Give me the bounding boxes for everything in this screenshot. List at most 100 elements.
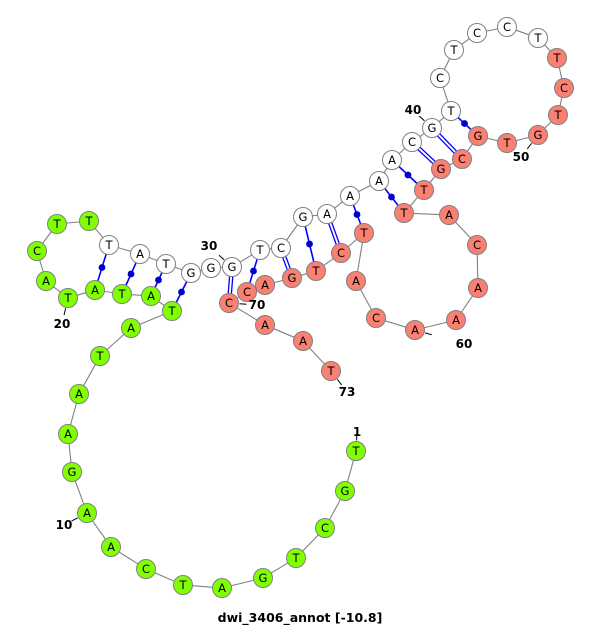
nucleotide-node[interactable]: T xyxy=(173,575,193,595)
backbone-link xyxy=(239,254,253,263)
nucleotide-node[interactable]: A xyxy=(77,503,97,523)
base-pair-line xyxy=(328,223,337,245)
nucleotide-node[interactable]: A xyxy=(317,204,337,224)
nucleotide-node[interactable]: A xyxy=(340,186,360,206)
base-pair-dot xyxy=(353,211,361,218)
base-pair-dot xyxy=(178,288,185,296)
backbone-link xyxy=(558,67,563,79)
nucleotide-node[interactable]: A xyxy=(346,271,366,291)
nucleotide-node[interactable]: A xyxy=(255,275,275,295)
nucleotide-node[interactable]: G xyxy=(201,258,221,278)
nucleotide-node[interactable]: T xyxy=(548,105,568,125)
nucleotide-node[interactable]: C xyxy=(136,559,156,579)
backbone-link xyxy=(154,572,175,582)
nucleotide-node[interactable]: T xyxy=(58,288,78,308)
nucleotide-node[interactable]: A xyxy=(69,384,89,404)
nucleotide-node[interactable]: A xyxy=(405,320,425,340)
nucleotide-letter: T xyxy=(84,214,93,228)
nucleotide-node[interactable]: A xyxy=(369,171,389,191)
backbone-link xyxy=(83,364,96,386)
nucleotide-node[interactable]: C xyxy=(554,78,574,98)
nucleotide-node[interactable]: T xyxy=(354,223,374,243)
backbone-link xyxy=(487,137,498,142)
nucleotide-node[interactable]: C xyxy=(219,293,239,313)
nucleotide-circle xyxy=(282,268,302,288)
nucleotide-node[interactable]: T xyxy=(250,240,270,260)
nucleotide-node[interactable]: C xyxy=(430,68,450,88)
nucleotide-circle xyxy=(27,241,47,261)
nucleotide-node[interactable]: A xyxy=(141,286,161,306)
nucleotide-node[interactable]: G xyxy=(528,125,548,145)
nucleotide-node[interactable]: T xyxy=(547,48,567,68)
nucleotide-node[interactable]: C xyxy=(331,243,351,263)
backbone-link xyxy=(424,321,447,329)
nucleotide-node[interactable]: A xyxy=(101,537,121,557)
backbone-link xyxy=(461,38,470,45)
nucleotide-circle xyxy=(394,203,414,223)
nucleotide-circle xyxy=(201,258,221,278)
nucleotide-node[interactable]: T xyxy=(444,40,464,60)
nucleotide-circle xyxy=(431,159,451,179)
nucleotide-node[interactable]: G xyxy=(253,568,273,588)
backbone-link xyxy=(357,242,363,272)
nucleotide-node[interactable]: T xyxy=(47,214,67,234)
nucleotide-node[interactable]: A xyxy=(85,280,105,300)
nucleotide-circle xyxy=(335,481,355,501)
nucleotide-node[interactable]: G xyxy=(431,159,451,179)
nucleotide-node[interactable]: A xyxy=(212,578,232,598)
nucleotide-node[interactable]: T xyxy=(321,361,341,381)
nucleotide-letter: T xyxy=(502,136,511,150)
nucleotide-node[interactable]: C xyxy=(27,241,47,261)
nucleotide-node[interactable]: C xyxy=(315,518,335,538)
nucleotide-node[interactable]: A xyxy=(293,331,313,351)
nucleotide-node[interactable]: G xyxy=(62,462,82,482)
nucleotide-node[interactable]: T xyxy=(90,346,110,366)
nucleotide-node[interactable]: T xyxy=(346,441,366,461)
nucleotide-node[interactable]: C xyxy=(497,17,517,37)
nucleotide-node[interactable]: A xyxy=(382,150,402,170)
nucleotide-node[interactable]: T xyxy=(441,101,461,121)
nucleotide-node[interactable]: A xyxy=(255,315,275,335)
nucleotide-node[interactable]: C xyxy=(402,132,422,152)
nucleotide-node[interactable]: T xyxy=(286,548,306,568)
nucleotide-node[interactable]: T xyxy=(156,254,176,274)
nucleotide-node[interactable]: T xyxy=(99,235,119,255)
nucleotide-node[interactable]: T xyxy=(79,211,99,231)
nucleotide-circle xyxy=(58,288,78,308)
nucleotide-node[interactable]: C xyxy=(467,235,487,255)
nucleotide-node[interactable]: C xyxy=(467,23,487,43)
nucleotide-node[interactable]: A xyxy=(121,318,141,338)
backbone-link xyxy=(117,247,132,252)
nucleotide-node[interactable]: C xyxy=(366,308,386,328)
nucleotide-circle xyxy=(354,223,374,243)
nucleotide-node[interactable]: A xyxy=(58,424,78,444)
nucleotide-node[interactable]: A xyxy=(446,310,466,330)
nucleotide-node[interactable]: C xyxy=(237,282,257,302)
position-label: 70 xyxy=(249,298,266,312)
position-tick xyxy=(418,115,425,122)
nucleotide-node[interactable]: T xyxy=(414,180,434,200)
nucleotide-circle xyxy=(366,308,386,328)
nucleotide-node[interactable]: T xyxy=(306,261,326,281)
nucleotide-circle xyxy=(548,105,568,125)
nucleotide-node[interactable]: A xyxy=(36,271,56,291)
nucleotide-node[interactable]: T xyxy=(162,301,182,321)
nucleotide-circle xyxy=(441,101,461,121)
nucleotide-node[interactable]: G xyxy=(293,207,313,227)
nucleotide-node[interactable]: G xyxy=(181,263,201,283)
nucleotide-node[interactable]: A xyxy=(130,244,150,264)
nucleotide-node[interactable]: G xyxy=(222,257,242,277)
nucleotide-node[interactable]: G xyxy=(335,481,355,501)
nucleotide-node[interactable]: G xyxy=(468,126,488,146)
base-pair-line xyxy=(436,135,455,154)
nucleotide-node[interactable]: C xyxy=(452,149,472,169)
nucleotide-node[interactable]: G xyxy=(422,118,442,138)
nucleotide-node[interactable]: C xyxy=(271,238,291,258)
nucleotide-node[interactable]: T xyxy=(497,133,517,153)
nucleotide-node[interactable]: A xyxy=(468,278,488,298)
nucleotide-node[interactable]: G xyxy=(282,268,302,288)
nucleotide-node[interactable]: T xyxy=(528,28,548,48)
nucleotide-node[interactable]: T xyxy=(394,203,414,223)
nucleotide-node[interactable]: A xyxy=(439,205,459,225)
nucleotide-node[interactable]: T xyxy=(112,284,132,304)
